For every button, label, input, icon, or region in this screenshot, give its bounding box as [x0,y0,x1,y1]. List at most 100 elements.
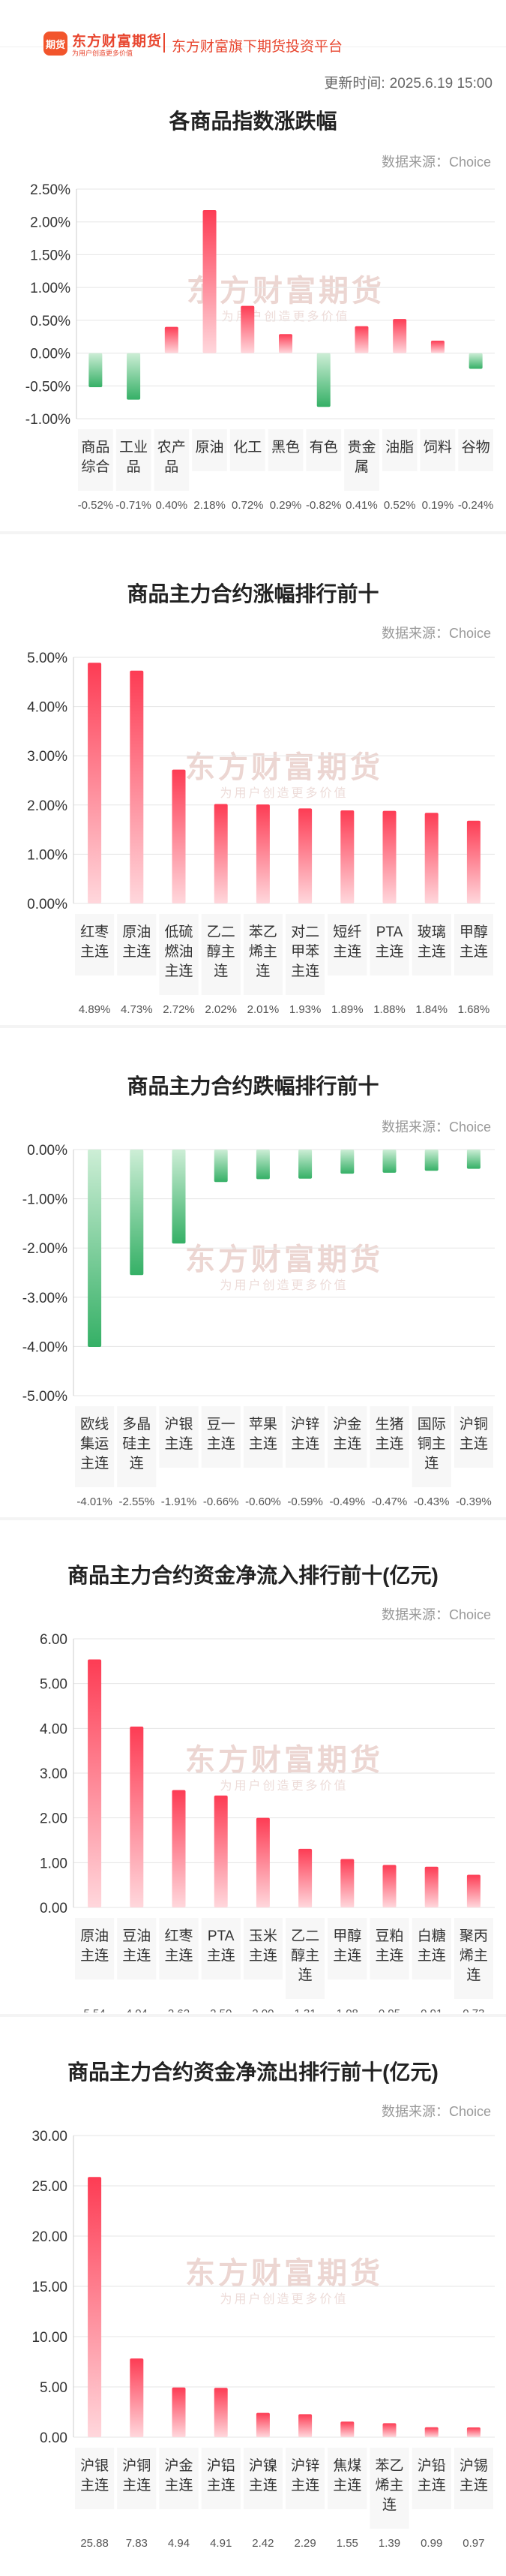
category-label: 有色 [310,439,338,455]
category-cell [286,1406,325,1468]
y-tick-label: 10.00 [31,2330,67,2346]
category-cell [201,914,241,995]
value-label: 5.54 [83,2007,105,2012]
bar [466,820,481,903]
value-label: 4.73% [121,1003,153,1016]
value-label: 1.68% [458,1003,490,1016]
bar [424,1866,439,1907]
chart-title: 商品主力合约涨幅排行前十 [127,582,379,606]
category-cell [243,2448,283,2509]
bar [466,1874,481,1907]
value-label: 0.52% [384,499,416,512]
category-cell [412,1918,451,1979]
bar [214,804,228,903]
bar [256,2412,270,2437]
y-tick-label: 5.00% [27,651,67,666]
y-tick-label: 25.00 [31,2179,67,2195]
category-label: 沪锌主连 [291,2457,319,2493]
category-cell [159,1918,199,1979]
category-label: 红枣主连 [80,924,109,960]
watermark-subtext: 为用户创造更多价值 [220,1779,348,1793]
value-label: 2.42 [252,2537,274,2550]
category-label: 甲醇主连 [333,1928,361,1964]
category-label: 沪锌主连 [291,1416,319,1452]
category-cell [201,1406,241,1468]
chart-section-index-change: 各商品指数涨跌幅 数据来源：Choice 东方财富期货 为用户创造更多价值 -1.0… [0,96,506,539]
y-tick-label: 0.00 [40,1901,67,1916]
y-tick-label: -2.00% [22,1241,67,1257]
bar [130,1726,144,1907]
bar [382,1865,397,1907]
y-tick-label: 2.00% [27,798,67,814]
value-label: -0.24% [458,499,494,512]
category-label: 饲料 [424,439,452,455]
category-cell [344,429,379,491]
y-tick-label: 2.00% [30,215,70,231]
bar [241,305,255,353]
value-label: -0.66% [203,1495,239,1508]
category-label: 欧线集运主连 [80,1416,109,1471]
data-source: 数据来源：Choice [381,1120,491,1135]
category-cell [454,1918,493,1999]
category-label: 苯乙烯主连 [249,924,277,979]
value-label: 1.93% [289,1003,322,1016]
category-label: 红枣主连 [164,1928,193,1964]
category-cell [75,1918,115,1979]
category-cell [243,1918,283,1979]
category-label: 豆一主连 [207,1417,235,1452]
value-label: 2.18% [193,499,226,512]
category-cell [370,1918,409,1979]
value-label: 2.72% [163,1003,195,1016]
y-tick-label: -5.00% [22,1389,67,1405]
bar [466,1150,481,1169]
watermark-subtext: 为用户创造更多价值 [221,310,349,323]
category-label: 沪铜主连 [460,1416,488,1452]
bar [340,1150,355,1174]
bar [88,353,103,388]
bar [424,813,439,903]
category-cell [454,1406,493,1468]
category-cell [159,2448,199,2509]
bar [298,1848,313,1907]
y-tick-label: 1.00% [27,847,67,863]
category-cell [117,1406,157,1487]
y-tick-label: 1.00 [40,1856,67,1871]
category-label: PTA 主连 [207,1928,235,1964]
category-label: 沪镍主连 [249,2457,277,2493]
chart-title: 商品主力合约资金净流入排行前十(亿元) [67,1564,439,1587]
category-label: 对二甲苯主连 [291,924,319,979]
category-label: 黑色 [271,439,300,455]
data-source: 数据来源：Choice [381,1607,491,1622]
category-label: 国际铜主连 [418,1416,446,1471]
bar [469,353,483,369]
bar [172,769,186,903]
bar [214,1150,228,1183]
y-tick-label: 20.00 [31,2229,67,2245]
value-label: -1.91% [161,1495,197,1508]
value-label: 0.19% [422,499,454,512]
bar [466,2427,481,2437]
brand-logo: 期货 [43,32,67,56]
category-cell [229,429,265,471]
category-label: 原油主连 [80,1928,109,1964]
section-divider [0,2014,506,2017]
category-cell [286,1918,325,1999]
value-label: -0.71% [115,499,151,512]
category-cell [115,429,151,491]
category-label: 豆油主连 [122,1928,151,1964]
y-tick-label: 6.00 [40,1632,67,1648]
bar [172,1150,186,1244]
category-cell [306,429,342,471]
value-label: -2.55% [119,1495,155,1508]
category-label: 聚丙烯主连 [460,1928,488,1983]
watermark-text: 东方财富期货 [185,1243,383,1276]
section-divider [0,1025,506,1028]
category-label: 沪银主连 [80,2457,109,2493]
value-label: 4.91 [210,2537,232,2550]
value-label: 2.01% [247,1003,280,1016]
category-label: 原油主连 [122,924,151,960]
bar [256,804,270,903]
category-label: 乙二醇主连 [207,924,235,979]
